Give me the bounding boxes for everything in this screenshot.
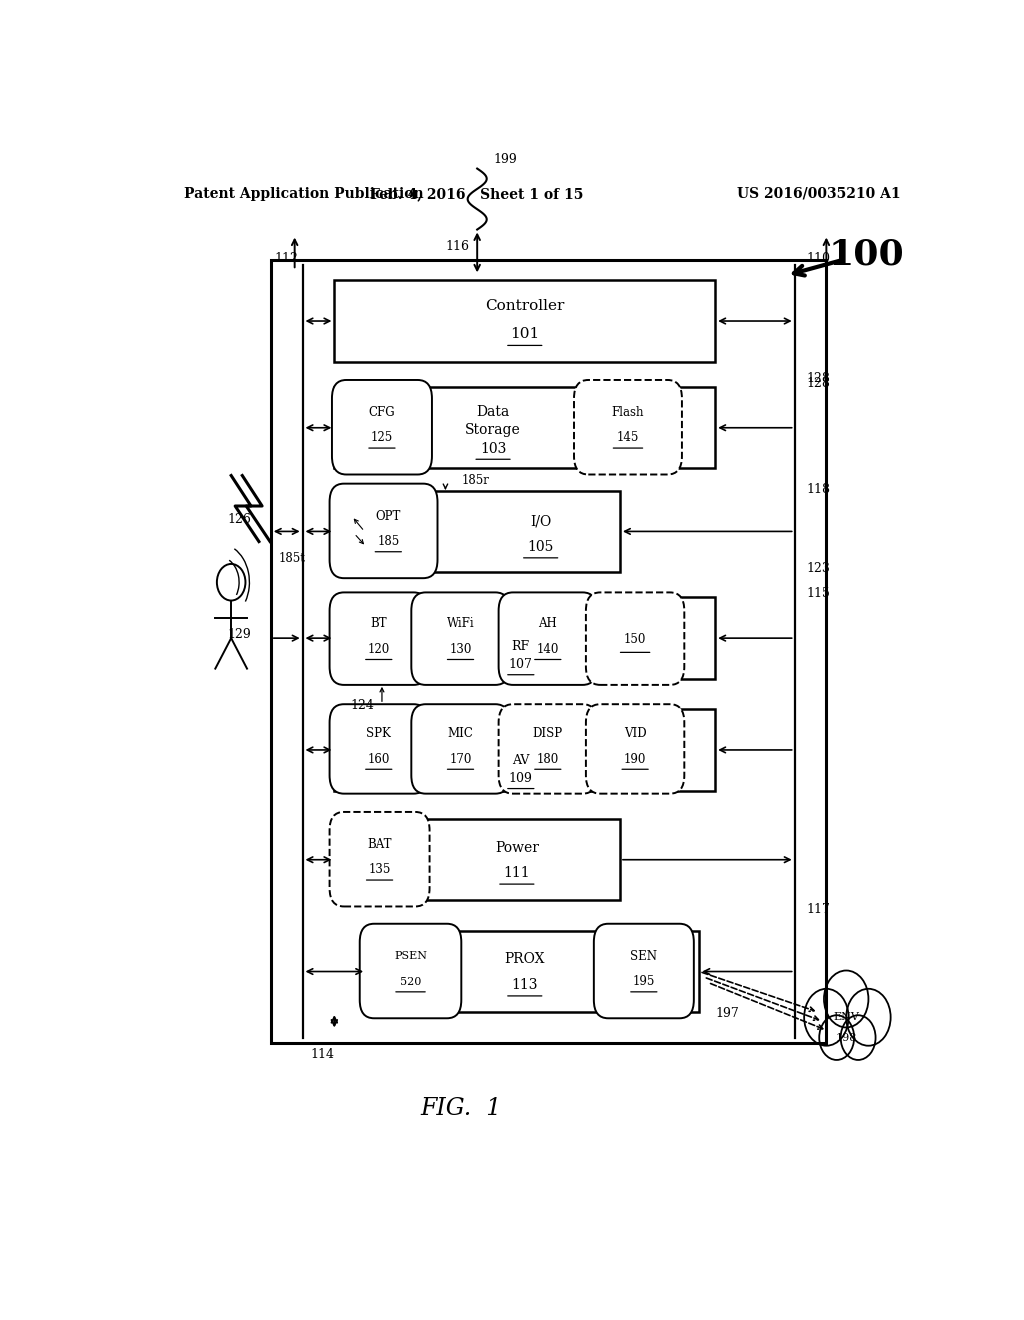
Text: PROX: PROX	[505, 952, 545, 966]
Text: SPK: SPK	[367, 727, 391, 741]
Text: 110: 110	[807, 252, 830, 265]
Bar	[334, 280, 715, 362]
Text: 197: 197	[715, 1007, 739, 1020]
FancyBboxPatch shape	[330, 812, 430, 907]
Text: 160: 160	[368, 752, 390, 766]
Text: Flash: Flash	[611, 407, 644, 418]
Text: 103: 103	[480, 442, 506, 457]
Text: 185r: 185r	[462, 474, 489, 487]
Text: 150: 150	[624, 632, 646, 645]
Text: 124: 124	[350, 700, 374, 713]
Text: VID: VID	[624, 727, 646, 741]
Text: 114: 114	[310, 1048, 335, 1061]
Text: 170: 170	[450, 752, 472, 766]
Text: AV: AV	[512, 754, 529, 767]
Text: 125: 125	[371, 432, 393, 445]
FancyBboxPatch shape	[332, 380, 432, 474]
Text: MIC: MIC	[447, 727, 473, 741]
Text: Feb. 4, 2016   Sheet 1 of 15: Feb. 4, 2016 Sheet 1 of 15	[371, 187, 584, 201]
Text: 185: 185	[377, 535, 399, 548]
Text: Power: Power	[495, 841, 539, 854]
Text: OPT: OPT	[376, 510, 401, 523]
Bar	[270, 260, 826, 1043]
Bar	[334, 387, 715, 469]
Text: 185t: 185t	[279, 552, 305, 565]
Text: 520: 520	[399, 977, 421, 986]
FancyBboxPatch shape	[499, 593, 597, 685]
FancyBboxPatch shape	[330, 593, 428, 685]
Text: FIG.  1: FIG. 1	[421, 1097, 502, 1121]
Text: 112: 112	[274, 252, 299, 265]
Text: RF: RF	[512, 640, 529, 653]
Text: 126: 126	[227, 513, 251, 527]
Text: Storage: Storage	[465, 422, 521, 437]
Text: 198: 198	[836, 1032, 857, 1043]
FancyBboxPatch shape	[359, 924, 461, 1018]
FancyBboxPatch shape	[586, 593, 684, 685]
Text: 105: 105	[527, 540, 554, 553]
Text: Data: Data	[476, 405, 510, 420]
FancyBboxPatch shape	[330, 483, 437, 578]
Text: 109: 109	[509, 772, 532, 785]
Text: I/O: I/O	[530, 515, 551, 528]
Bar	[334, 818, 620, 900]
Text: PSEN: PSEN	[394, 952, 427, 961]
Text: 111: 111	[504, 866, 530, 880]
Text: 129: 129	[227, 628, 251, 642]
Text: DISP: DISP	[532, 727, 563, 741]
Text: ENV: ENV	[834, 1012, 859, 1022]
Bar	[334, 491, 620, 572]
Text: 115: 115	[807, 587, 830, 601]
Text: CFG: CFG	[369, 407, 395, 418]
Text: 113: 113	[512, 978, 538, 991]
FancyBboxPatch shape	[499, 704, 597, 793]
Text: 123: 123	[807, 562, 830, 576]
Text: 117: 117	[807, 903, 830, 916]
Text: 190: 190	[624, 752, 646, 766]
Text: 116: 116	[445, 240, 469, 253]
Bar	[367, 931, 699, 1012]
Text: 180: 180	[537, 752, 559, 766]
Text: Controller: Controller	[485, 298, 564, 313]
Text: 128: 128	[807, 372, 830, 385]
Bar	[334, 598, 715, 678]
FancyBboxPatch shape	[412, 704, 510, 793]
Text: 140: 140	[537, 643, 559, 656]
Text: BT: BT	[371, 618, 387, 631]
FancyBboxPatch shape	[586, 704, 684, 793]
Text: 107: 107	[509, 659, 532, 671]
Text: 130: 130	[450, 643, 472, 656]
Text: 120: 120	[368, 643, 390, 656]
Text: 135: 135	[369, 863, 391, 876]
Text: 100: 100	[828, 238, 904, 272]
FancyBboxPatch shape	[594, 924, 694, 1018]
Bar	[334, 709, 715, 791]
Text: 195: 195	[633, 975, 655, 989]
Text: 145: 145	[616, 432, 639, 445]
FancyBboxPatch shape	[330, 704, 428, 793]
Text: 118: 118	[807, 483, 830, 496]
Text: Patent Application Publication: Patent Application Publication	[183, 187, 423, 201]
FancyBboxPatch shape	[574, 380, 682, 474]
Text: 128: 128	[807, 378, 830, 391]
FancyBboxPatch shape	[412, 593, 510, 685]
Text: SEN: SEN	[631, 950, 657, 962]
Text: 199: 199	[494, 153, 517, 166]
Text: AH: AH	[539, 618, 557, 631]
Text: US 2016/0035210 A1: US 2016/0035210 A1	[736, 187, 900, 201]
Text: WiFi: WiFi	[446, 618, 474, 631]
Text: 101: 101	[510, 327, 540, 342]
Text: BAT: BAT	[368, 838, 392, 851]
